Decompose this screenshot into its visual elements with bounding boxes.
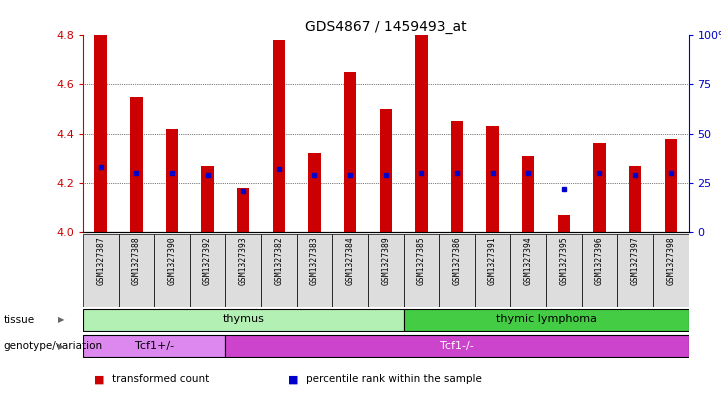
Bar <box>379 109 392 232</box>
Text: transformed count: transformed count <box>112 374 209 384</box>
Bar <box>166 129 178 232</box>
Bar <box>273 40 285 232</box>
Text: GSM1327391: GSM1327391 <box>488 236 497 285</box>
Text: GSM1327390: GSM1327390 <box>167 236 177 285</box>
Text: GSM1327394: GSM1327394 <box>523 236 533 285</box>
Bar <box>415 35 428 232</box>
Text: GSM1327382: GSM1327382 <box>275 236 283 285</box>
Text: GSM1327397: GSM1327397 <box>631 236 640 285</box>
Bar <box>296 234 332 307</box>
Bar <box>261 234 296 307</box>
Text: Tcf1-/-: Tcf1-/- <box>440 341 474 351</box>
Bar <box>557 215 570 232</box>
Bar <box>582 234 617 307</box>
Title: GDS4867 / 1459493_at: GDS4867 / 1459493_at <box>305 20 466 34</box>
Bar <box>653 234 689 307</box>
Bar <box>439 234 475 307</box>
Text: GSM1327388: GSM1327388 <box>132 236 141 285</box>
Text: thymus: thymus <box>222 314 264 324</box>
Bar <box>154 234 190 307</box>
Text: tissue: tissue <box>4 315 35 325</box>
Bar <box>190 234 226 307</box>
Bar <box>237 188 249 232</box>
Bar <box>344 72 356 232</box>
Text: GSM1327387: GSM1327387 <box>96 236 105 285</box>
Bar <box>368 234 404 307</box>
Text: ▶: ▶ <box>58 342 65 351</box>
Text: GSM1327393: GSM1327393 <box>239 236 248 285</box>
Bar <box>487 126 499 232</box>
Text: ■: ■ <box>94 374 105 384</box>
Bar <box>332 234 368 307</box>
Text: GSM1327398: GSM1327398 <box>666 236 676 285</box>
Bar <box>404 234 439 307</box>
Bar <box>309 153 321 232</box>
Bar <box>629 165 642 232</box>
Bar <box>617 234 653 307</box>
Text: Tcf1+/-: Tcf1+/- <box>135 341 174 351</box>
Text: GSM1327395: GSM1327395 <box>559 236 568 285</box>
Bar <box>83 309 404 331</box>
Text: genotype/variation: genotype/variation <box>4 341 102 351</box>
Text: GSM1327389: GSM1327389 <box>381 236 390 285</box>
Bar <box>130 97 143 232</box>
Bar <box>546 234 582 307</box>
Text: GSM1327383: GSM1327383 <box>310 236 319 285</box>
Bar <box>522 156 534 232</box>
Bar <box>451 121 463 232</box>
Text: GSM1327385: GSM1327385 <box>417 236 426 285</box>
Bar <box>118 234 154 307</box>
Bar <box>201 165 214 232</box>
Bar <box>665 139 677 232</box>
Bar <box>475 234 510 307</box>
Text: GSM1327384: GSM1327384 <box>345 236 355 285</box>
Text: thymic lymphoma: thymic lymphoma <box>495 314 596 324</box>
Bar <box>83 234 118 307</box>
Text: ▶: ▶ <box>58 316 65 324</box>
Text: ■: ■ <box>288 374 299 384</box>
Bar <box>593 143 606 232</box>
Text: GSM1327396: GSM1327396 <box>595 236 604 285</box>
Bar <box>226 335 689 357</box>
Bar <box>404 309 689 331</box>
Text: GSM1327386: GSM1327386 <box>453 236 461 285</box>
Bar <box>510 234 546 307</box>
Text: GSM1327392: GSM1327392 <box>203 236 212 285</box>
Bar <box>226 234 261 307</box>
Bar <box>83 335 226 357</box>
Bar <box>94 35 107 232</box>
Text: percentile rank within the sample: percentile rank within the sample <box>306 374 482 384</box>
